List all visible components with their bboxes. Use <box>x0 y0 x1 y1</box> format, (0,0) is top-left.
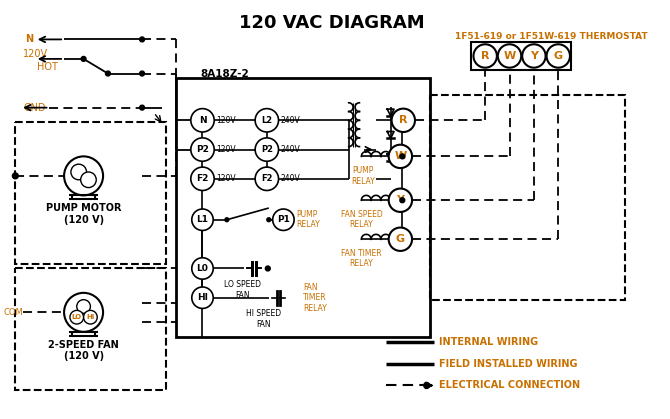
Circle shape <box>84 310 97 324</box>
Circle shape <box>547 44 570 68</box>
Circle shape <box>71 164 86 180</box>
Bar <box>429 95 624 300</box>
Text: 8A18Z-2: 8A18Z-2 <box>200 69 249 78</box>
Text: PUMP
RELAY: PUMP RELAY <box>352 166 375 186</box>
Text: 120V: 120V <box>216 145 236 154</box>
Text: R: R <box>481 51 489 61</box>
Circle shape <box>265 266 270 271</box>
Circle shape <box>80 172 96 188</box>
Text: L0: L0 <box>196 264 208 273</box>
Text: 240V: 240V <box>281 145 300 154</box>
Bar <box>15 269 166 391</box>
Text: GND: GND <box>23 103 46 113</box>
Text: LO: LO <box>72 314 82 320</box>
Circle shape <box>389 189 412 212</box>
Text: 120V: 120V <box>216 174 236 183</box>
Text: R: R <box>399 115 407 125</box>
Text: HOT: HOT <box>37 62 58 72</box>
Circle shape <box>105 71 111 76</box>
Text: 120 VAC DIAGRAM: 120 VAC DIAGRAM <box>239 14 425 32</box>
Text: F2: F2 <box>196 174 208 183</box>
Text: PUMP
RELAY: PUMP RELAY <box>296 210 320 230</box>
Bar <box>176 78 429 337</box>
Circle shape <box>400 154 405 159</box>
Text: PUMP MOTOR: PUMP MOTOR <box>46 203 121 213</box>
Text: HI: HI <box>197 293 208 302</box>
Circle shape <box>77 300 90 313</box>
Circle shape <box>255 167 279 191</box>
Text: L1: L1 <box>196 215 208 224</box>
Circle shape <box>139 71 145 76</box>
Circle shape <box>389 228 412 251</box>
Bar <box>470 42 571 70</box>
Text: G: G <box>396 234 405 244</box>
Text: P1: P1 <box>277 215 290 224</box>
Text: FIELD INSTALLED WIRING: FIELD INSTALLED WIRING <box>440 359 578 369</box>
Text: W: W <box>503 51 516 61</box>
Text: Y: Y <box>397 195 405 205</box>
Text: 2-SPEED FAN: 2-SPEED FAN <box>48 340 119 349</box>
Text: 120V: 120V <box>23 49 48 59</box>
Circle shape <box>192 287 213 308</box>
Text: F2: F2 <box>261 174 273 183</box>
Bar <box>15 122 166 264</box>
Circle shape <box>139 105 145 110</box>
Text: Y: Y <box>530 51 538 61</box>
Circle shape <box>400 198 405 203</box>
Text: (120 V): (120 V) <box>64 351 104 361</box>
Text: FAN TIMER
RELAY: FAN TIMER RELAY <box>341 249 382 269</box>
Text: P2: P2 <box>261 145 273 154</box>
Circle shape <box>391 109 415 132</box>
Text: N: N <box>25 34 33 44</box>
Circle shape <box>267 218 271 222</box>
Text: HI: HI <box>86 314 94 320</box>
Circle shape <box>273 209 294 230</box>
Circle shape <box>192 258 213 279</box>
Circle shape <box>191 167 214 191</box>
Text: LO SPEED
FAN: LO SPEED FAN <box>224 280 261 300</box>
Circle shape <box>70 310 84 324</box>
Circle shape <box>139 37 145 42</box>
Text: FAN SPEED
RELAY: FAN SPEED RELAY <box>340 210 383 229</box>
Circle shape <box>474 44 497 68</box>
Text: 120V: 120V <box>216 116 236 125</box>
Circle shape <box>522 44 545 68</box>
Text: W: W <box>394 151 407 161</box>
Circle shape <box>423 383 429 388</box>
Text: FAN
TIMER
RELAY: FAN TIMER RELAY <box>303 283 327 313</box>
Text: P2: P2 <box>196 145 209 154</box>
Circle shape <box>81 57 86 61</box>
Text: COM: COM <box>3 308 23 317</box>
Text: 240V: 240V <box>281 174 300 183</box>
Circle shape <box>498 44 521 68</box>
Text: 240V: 240V <box>281 116 300 125</box>
Circle shape <box>191 109 214 132</box>
Circle shape <box>191 138 214 161</box>
Circle shape <box>255 138 279 161</box>
Circle shape <box>389 145 412 168</box>
Text: ELECTRICAL CONNECTION: ELECTRICAL CONNECTION <box>440 380 580 391</box>
Text: 1F51-619 or 1F51W-619 THERMOSTAT: 1F51-619 or 1F51W-619 THERMOSTAT <box>455 32 648 41</box>
Text: N: N <box>199 116 206 125</box>
Circle shape <box>225 218 229 222</box>
Text: INTERNAL WIRING: INTERNAL WIRING <box>440 336 539 347</box>
Text: G: G <box>553 51 563 61</box>
Circle shape <box>192 209 213 230</box>
Text: L2: L2 <box>261 116 273 125</box>
Text: HI SPEED
FAN: HI SPEED FAN <box>247 309 281 329</box>
Text: (120 V): (120 V) <box>64 215 104 225</box>
Circle shape <box>13 173 18 179</box>
Circle shape <box>255 109 279 132</box>
